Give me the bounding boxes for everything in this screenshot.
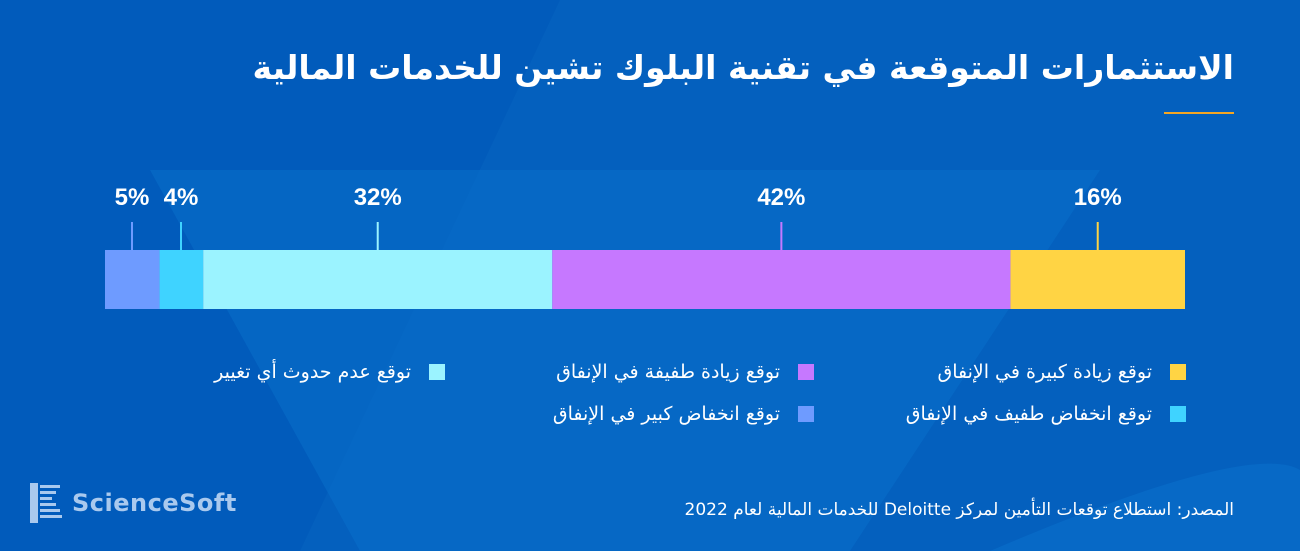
legend-item: توقع انخفاض طفيف في الإنفاق [906, 403, 1186, 425]
legend-swatch [798, 364, 814, 380]
logo-icon [30, 483, 62, 523]
legend-item: توقع زيادة كبيرة في الإنفاق [937, 361, 1186, 383]
legend-label: توقع زيادة كبيرة في الإنفاق [937, 361, 1152, 383]
bar-segment [105, 250, 160, 309]
legend-swatch [429, 364, 445, 380]
source-note: المصدر: استطلاع توقعات التأمين لمركز Del… [684, 500, 1234, 520]
legend-item: توقع عدم حدوث أي تغيير [214, 361, 445, 383]
bar-segment [552, 250, 1011, 309]
legend-swatch [1170, 364, 1186, 380]
legend-swatch [798, 406, 814, 422]
bar-segment [159, 250, 204, 309]
legend-label: توقع عدم حدوث أي تغيير [214, 361, 411, 383]
legend-label: توقع انخفاض طفيف في الإنفاق [905, 403, 1152, 425]
bar-segment [1010, 250, 1185, 309]
legend-item: توقع انخفاض كبير في الإنفاق [553, 403, 814, 425]
legend-label: توقع زيادة طفيفة في الإنفاق [556, 361, 780, 383]
logo-text: ScienceSoft [72, 489, 237, 517]
data-label: 32% [354, 184, 402, 211]
sciencesoft-logo: ScienceSoft [30, 483, 237, 523]
title-underline [1164, 112, 1234, 114]
data-label: 16% [1074, 184, 1122, 211]
bar-segment [203, 250, 553, 309]
legend-label: توقع انخفاض كبير في الإنفاق [552, 403, 780, 425]
legend-swatch [1170, 406, 1186, 422]
legend-item: توقع زيادة طفيفة في الإنفاق [556, 361, 814, 383]
data-label: 5% [115, 184, 150, 211]
chart-title: الاستثمارات المتوقعة في تقنية البلوك تشي… [252, 48, 1234, 87]
data-label: 4% [164, 184, 199, 211]
data-label: 42% [757, 184, 805, 211]
